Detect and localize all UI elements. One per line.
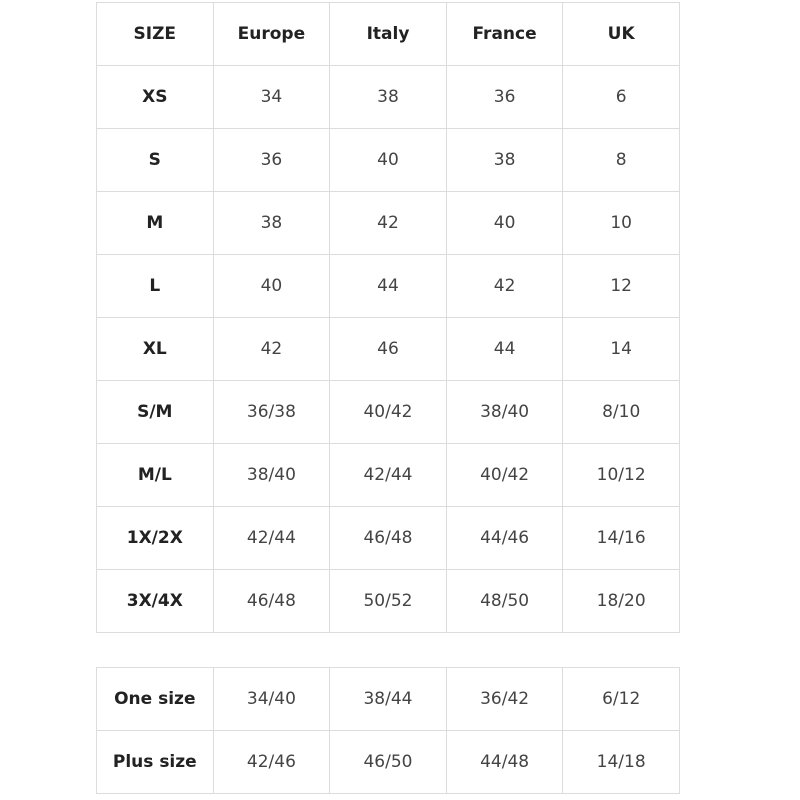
size-value: 8/10: [562, 380, 680, 444]
table-row: XL 42 46 44 14: [96, 317, 680, 381]
size-label: 3X/4X: [96, 569, 214, 633]
table-row: 3X/4X 46/48 50/52 48/50 18/20: [96, 569, 680, 633]
size-value: 10/12: [562, 443, 680, 507]
size-value: 44: [329, 254, 447, 318]
table-row: L 40 44 42 12: [96, 254, 680, 318]
size-value: 6: [562, 65, 680, 129]
size-value: 34: [212, 65, 331, 129]
header-row: SIZE Europe Italy France UK: [96, 2, 680, 66]
size-value: 42/44: [212, 506, 331, 570]
size-value: 8: [562, 128, 680, 192]
size-value: 36: [445, 65, 564, 129]
size-value: 36: [212, 128, 331, 192]
size-label: XL: [96, 317, 214, 381]
table-row: One size 34/40 38/44 36/42 6/12: [96, 667, 680, 731]
size-value: 42/46: [212, 730, 331, 794]
size-value: 36/42: [445, 667, 564, 731]
size-value: 44/48: [445, 730, 564, 794]
size-value: 42/44: [329, 443, 447, 507]
size-value: 44/46: [445, 506, 564, 570]
size-value: 38: [329, 65, 447, 129]
size-conversion-table: SIZE Europe Italy France UK XS 34 38 36 6 S 36 40 38 8…: [96, 2, 680, 633]
column-header: Italy: [329, 2, 447, 66]
column-header: SIZE: [96, 2, 214, 66]
table-row: Plus size 42/46 46/50 44/48 14/18: [96, 730, 680, 794]
size-value: 12: [562, 254, 680, 318]
column-header: UK: [562, 2, 680, 66]
size-value: 6/12: [562, 667, 680, 731]
size-value: 46/48: [329, 506, 447, 570]
size-value: 14/16: [562, 506, 680, 570]
table-row: M 38 42 40 10: [96, 191, 680, 255]
size-value: 10: [562, 191, 680, 255]
size-value: 40/42: [445, 443, 564, 507]
size-value: 38: [212, 191, 331, 255]
size-value: 34/40: [212, 667, 331, 731]
size-value: 14/18: [562, 730, 680, 794]
size-value: 42: [212, 317, 331, 381]
special-size-table: One size 34/40 38/44 36/42 6/12 Plus size 42/4…: [96, 667, 680, 794]
size-value: 38: [445, 128, 564, 192]
table-row: XS 34 38 36 6: [96, 65, 680, 129]
size-value: 50/52: [329, 569, 447, 633]
size-value: 46/48: [212, 569, 331, 633]
size-value: 38/40: [445, 380, 564, 444]
size-value: 40: [212, 254, 331, 318]
size-value: 38/44: [329, 667, 447, 731]
size-value: 44: [445, 317, 564, 381]
size-label: XS: [96, 65, 214, 129]
table-row: M/L 38/40 42/44 40/42 10/12: [96, 443, 680, 507]
size-value: 40: [329, 128, 447, 192]
size-value: 40: [445, 191, 564, 255]
size-value: 38/40: [212, 443, 331, 507]
table-row: 1X/2X 42/44 46/48 44/46 14/16: [96, 506, 680, 570]
size-value: 48/50: [445, 569, 564, 633]
table-row: S 36 40 38 8: [96, 128, 680, 192]
size-value: 42: [445, 254, 564, 318]
size-label: S/M: [96, 380, 214, 444]
size-label: M: [96, 191, 214, 255]
size-value: 42: [329, 191, 447, 255]
column-header: France: [445, 2, 564, 66]
size-label: One size: [96, 667, 214, 731]
size-label: L: [96, 254, 214, 318]
size-value: 14: [562, 317, 680, 381]
size-label: M/L: [96, 443, 214, 507]
size-value: 18/20: [562, 569, 680, 633]
size-value: 36/38: [212, 380, 331, 444]
table-row: S/M 36/38 40/42 38/40 8/10: [96, 380, 680, 444]
size-value: 46: [329, 317, 447, 381]
column-header: Europe: [212, 2, 331, 66]
size-value: 40/42: [329, 380, 447, 444]
size-label: 1X/2X: [96, 506, 214, 570]
size-value: 46/50: [329, 730, 447, 794]
size-label: Plus size: [96, 730, 214, 794]
size-label: S: [96, 128, 214, 192]
